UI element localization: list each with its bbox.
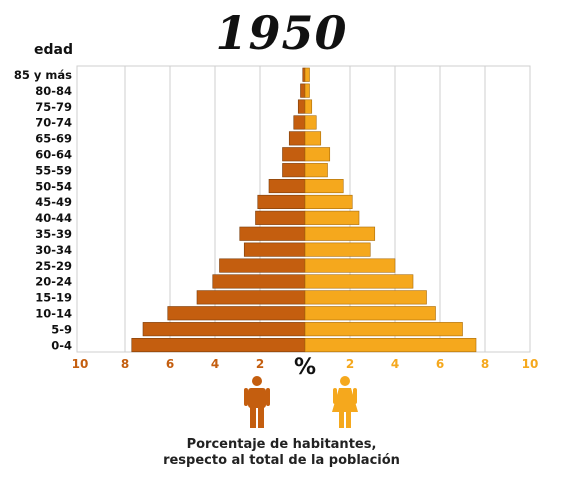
chart-title: 1950 xyxy=(215,6,348,60)
bar-male xyxy=(255,210,306,225)
x-tick-label-left: 4 xyxy=(211,357,219,371)
age-group-label: 80-84 xyxy=(35,84,72,98)
bar-male xyxy=(257,194,306,209)
bar-female xyxy=(304,147,331,162)
bar-female xyxy=(304,194,353,209)
caption-line-2: respecto al total de la población xyxy=(163,453,400,468)
age-group-label: 40-44 xyxy=(35,211,72,225)
bar-male xyxy=(282,147,306,162)
x-tick-label-left: 10 xyxy=(72,357,89,371)
x-tick-label-right: 4 xyxy=(391,357,399,371)
age-group-label: 30-34 xyxy=(35,243,72,257)
bar-male xyxy=(196,290,306,305)
bar-male xyxy=(293,115,306,130)
bar-female xyxy=(304,306,436,321)
age-group-label: 45-49 xyxy=(35,195,72,209)
percent-label: % xyxy=(294,355,316,380)
bars xyxy=(131,67,477,353)
x-tick-label-left: 6 xyxy=(166,357,174,371)
bar-female xyxy=(304,67,310,82)
bar-male xyxy=(167,306,306,321)
x-tick-label-right: 8 xyxy=(481,357,489,371)
age-group-label: 0-4 xyxy=(51,338,72,352)
bar-female xyxy=(304,163,328,178)
bar-male xyxy=(297,99,306,114)
age-group-label: 70-74 xyxy=(35,116,72,130)
bar-female xyxy=(304,274,414,289)
age-group-label: 15-19 xyxy=(35,291,72,305)
age-group-label: 65-69 xyxy=(35,132,72,146)
bar-male xyxy=(212,274,306,289)
bar-male xyxy=(243,242,306,257)
x-tick-label-right: 2 xyxy=(346,357,354,371)
bar-male xyxy=(300,83,306,98)
age-group-label: 20-24 xyxy=(35,275,72,289)
bar-male xyxy=(239,226,306,241)
age-group-label: 5-9 xyxy=(51,322,72,336)
y-axis-label: edad xyxy=(34,42,73,58)
bar-female xyxy=(304,322,463,337)
age-group-label: 60-64 xyxy=(35,148,72,162)
bar-female xyxy=(304,131,322,146)
bar-female xyxy=(304,258,396,273)
male-icon xyxy=(244,376,270,428)
bar-female xyxy=(304,242,371,257)
bar-female xyxy=(304,83,310,98)
bar-female xyxy=(304,226,376,241)
age-group-label: 55-59 xyxy=(35,163,72,177)
bar-male xyxy=(282,163,306,178)
female-icon xyxy=(332,376,358,428)
age-group-label: 75-79 xyxy=(35,100,72,114)
age-group-label: 50-54 xyxy=(35,179,72,193)
bar-male xyxy=(219,258,306,273)
age-group-label: 85 y más xyxy=(14,68,72,82)
bar-male xyxy=(131,337,306,353)
age-group-label: 10-14 xyxy=(35,307,72,321)
age-group-label: 35-39 xyxy=(35,227,72,241)
bar-female xyxy=(304,290,427,305)
caption-line-1: Porcentaje de habitantes, xyxy=(186,437,377,452)
bar-female xyxy=(304,179,344,194)
bar-female xyxy=(304,337,477,353)
age-group-label: 25-29 xyxy=(35,259,72,273)
bar-female xyxy=(304,99,313,114)
bar-male xyxy=(302,67,306,82)
x-tick-label-left: 2 xyxy=(256,357,264,371)
bar-male xyxy=(142,322,306,337)
x-tick-label-right: 10 xyxy=(522,357,539,371)
bar-female xyxy=(304,210,360,225)
bar-female xyxy=(304,115,317,130)
x-tick-label-right: 6 xyxy=(436,357,444,371)
bar-male xyxy=(288,131,306,146)
x-tick-label-left: 8 xyxy=(121,357,129,371)
chart-caption: Porcentaje de habitantes, respecto al to… xyxy=(0,437,563,469)
bar-male xyxy=(268,179,306,194)
